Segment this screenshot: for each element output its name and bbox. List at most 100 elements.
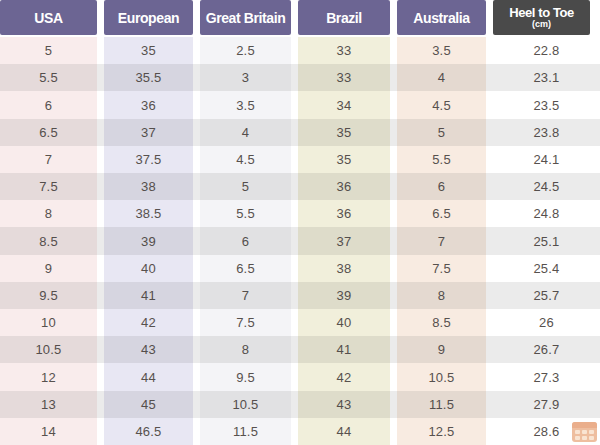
table-cell: 6.5	[0, 119, 97, 146]
column-header-label: USA	[34, 10, 62, 26]
table-cell: 4.5	[397, 91, 486, 118]
table-cell: 24.8	[493, 200, 600, 227]
table-cell: 12.5	[397, 418, 486, 445]
table-cell: 8	[200, 336, 291, 363]
table-row: 8.539637725.1	[0, 227, 600, 254]
table-cell: 22.8	[493, 37, 600, 64]
table-cell: 7	[397, 227, 486, 254]
table-cell: 24.1	[493, 146, 600, 173]
table-cell: 44	[298, 418, 390, 445]
table-cell: 9.5	[200, 363, 291, 390]
table-cell: 6.5	[397, 200, 486, 227]
table-cell: 6	[0, 91, 97, 118]
table-cell: 9.5	[0, 282, 97, 309]
table-cell: 35	[298, 146, 390, 173]
table-cell: 7.5	[0, 173, 97, 200]
table-cell: 38	[104, 173, 193, 200]
table-cell: 10.5	[200, 391, 291, 418]
column-header-label: Brazil	[326, 10, 362, 26]
watermark-grid-cells	[572, 428, 597, 442]
shoe-size-conversion-table: USA European Great Britain Brazil Austra…	[0, 0, 600, 445]
table-cell: 7	[0, 146, 97, 173]
table-row: 134510.54311.527.9	[0, 391, 600, 418]
table-cell: 3	[200, 64, 291, 91]
table-cell: 4	[200, 119, 291, 146]
table-row: 838.55.5366.524.8	[0, 200, 600, 227]
table-row: 7.538536624.5	[0, 173, 600, 200]
table-cell: 23.5	[493, 91, 600, 118]
table-cell: 36	[298, 173, 390, 200]
table-cell: 35	[298, 119, 390, 146]
table-cell: 38.5	[104, 200, 193, 227]
table-cell: 8	[397, 282, 486, 309]
table-cell: 36	[104, 91, 193, 118]
table-cell: 42	[298, 363, 390, 390]
table-cell: 27.3	[493, 363, 600, 390]
table-body: 5352.5333.522.85.535.5333423.16363.5344.…	[0, 37, 600, 445]
table-row: 6 36 3.5 34 4.5 23.5	[0, 91, 600, 118]
table-row: 1446.511.54412.528.6	[0, 418, 600, 445]
column-header-heel-to-toe: Heel to Toe (cm)	[493, 0, 590, 35]
table-row: 5.535.5333423.1	[0, 64, 600, 91]
table-cell: 6.5	[200, 255, 291, 282]
column-header-australia: Australia	[397, 0, 486, 35]
table-cell: 5.5	[200, 200, 291, 227]
table-cell: 4	[397, 64, 486, 91]
table-cell: 3.5	[397, 37, 486, 64]
column-header-usa: USA	[0, 0, 97, 35]
table-cell: 35	[104, 37, 193, 64]
table-cell: 33	[298, 64, 390, 91]
table-row: 9.541739825.7	[0, 282, 600, 309]
table-cell: 5	[200, 173, 291, 200]
table-cell: 39	[104, 227, 193, 254]
table-cell: 6	[397, 173, 486, 200]
table-cell: 5	[397, 119, 486, 146]
table-cell: 7	[200, 282, 291, 309]
table-cell: 3.5	[200, 91, 291, 118]
table-cell: 38	[298, 255, 390, 282]
column-header-european: European	[104, 0, 193, 35]
table-cell: 25.4	[493, 255, 600, 282]
table-row: 10427.5408.526	[0, 309, 600, 336]
table-cell: 9	[397, 336, 486, 363]
table-cell: 41	[298, 336, 390, 363]
table-cell: 5.5	[397, 146, 486, 173]
table-cell: 13	[0, 391, 97, 418]
table-cell: 23.1	[493, 64, 600, 91]
table-cell: 46.5	[104, 418, 193, 445]
table-row: 10.543841926.7	[0, 336, 600, 363]
table-cell: 37.5	[104, 146, 193, 173]
table-cell: 41	[104, 282, 193, 309]
table-cell: 34	[298, 91, 390, 118]
table-cell: 43	[104, 336, 193, 363]
table-cell: 26	[493, 309, 600, 336]
table-cell: 8	[0, 200, 97, 227]
table-cell: 11.5	[200, 418, 291, 445]
table-cell: 23.8	[493, 119, 600, 146]
table-cell: 40	[104, 255, 193, 282]
table-row: 6.5 37 4 35 5 23.8	[0, 119, 600, 146]
column-header-unit-label: (cm)	[532, 19, 551, 29]
table-row: 9 40 6.5 38 7.5 25.4	[0, 255, 600, 282]
column-header-brazil: Brazil	[298, 0, 390, 35]
table-cell: 8.5	[0, 227, 97, 254]
table-cell: 43	[298, 391, 390, 418]
table-cell: 27.9	[493, 391, 600, 418]
table-cell: 44	[104, 363, 193, 390]
table-cell: 37	[104, 119, 193, 146]
table-header-row: USA European Great Britain Brazil Austra…	[0, 0, 600, 37]
table-cell: 9	[0, 255, 97, 282]
table-cell: 7.5	[200, 309, 291, 336]
column-header-label: Australia	[413, 10, 469, 26]
table-row: 737.54.5355.524.1	[0, 146, 600, 173]
table-cell: 10.5	[0, 336, 97, 363]
column-header-label: Heel to Toe	[509, 6, 574, 19]
table-cell: 40	[298, 309, 390, 336]
table-cell: 33	[298, 37, 390, 64]
table-cell: 5.5	[0, 64, 97, 91]
table-row: 5352.5333.522.8	[0, 37, 600, 64]
table-cell: 7.5	[397, 255, 486, 282]
table-cell: 35.5	[104, 64, 193, 91]
table-cell: 6	[200, 227, 291, 254]
table-cell: 14	[0, 418, 97, 445]
